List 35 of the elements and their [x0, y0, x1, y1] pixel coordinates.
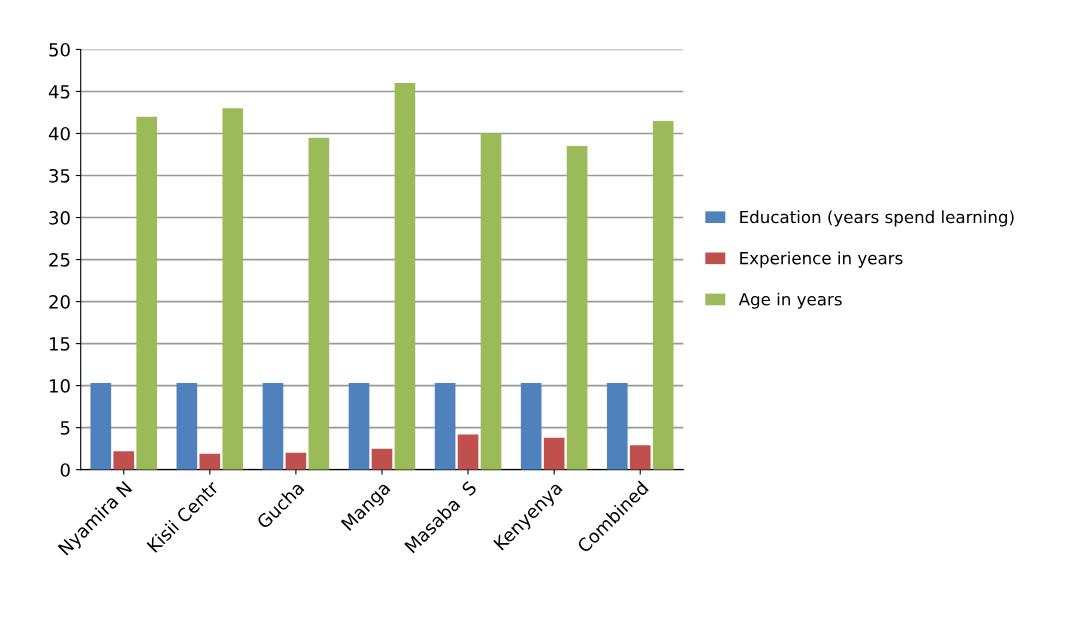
bar [606, 383, 628, 470]
y-tick-label: 25 [49, 253, 70, 267]
bar [371, 448, 393, 470]
y-tick-label: 0 [60, 463, 70, 477]
bar [262, 383, 284, 470]
bar [480, 133, 502, 470]
y-tick-label: 45 [48, 85, 70, 99]
bar [308, 137, 330, 470]
bar [285, 452, 307, 470]
bar [90, 383, 112, 470]
y-tick-label: 35 [49, 168, 70, 183]
y-tick-label: 40 [48, 126, 70, 141]
y-tick-label: 20 [49, 295, 70, 309]
y-tick-label: 5 [60, 421, 70, 435]
bar [434, 383, 456, 470]
y-tick-label: 10 [49, 379, 70, 393]
legend-label: Education (years spend learning) [740, 210, 1014, 227]
bar [457, 434, 479, 470]
y-tick-label: 30 [49, 211, 70, 225]
bar [199, 453, 221, 470]
bar [520, 383, 542, 470]
bar [176, 383, 198, 470]
bar [394, 83, 416, 470]
bar [629, 445, 651, 470]
y-tick-label: 50 [49, 42, 70, 57]
bar [652, 120, 674, 470]
bar [348, 383, 370, 470]
bar [113, 451, 135, 470]
bar [222, 108, 244, 470]
bar [543, 437, 565, 470]
legend-label: Experience in years [740, 251, 903, 268]
legend-label: Age in years [738, 292, 842, 309]
bar [136, 116, 158, 470]
bar [566, 146, 588, 470]
y-tick-label: 15 [49, 337, 70, 351]
